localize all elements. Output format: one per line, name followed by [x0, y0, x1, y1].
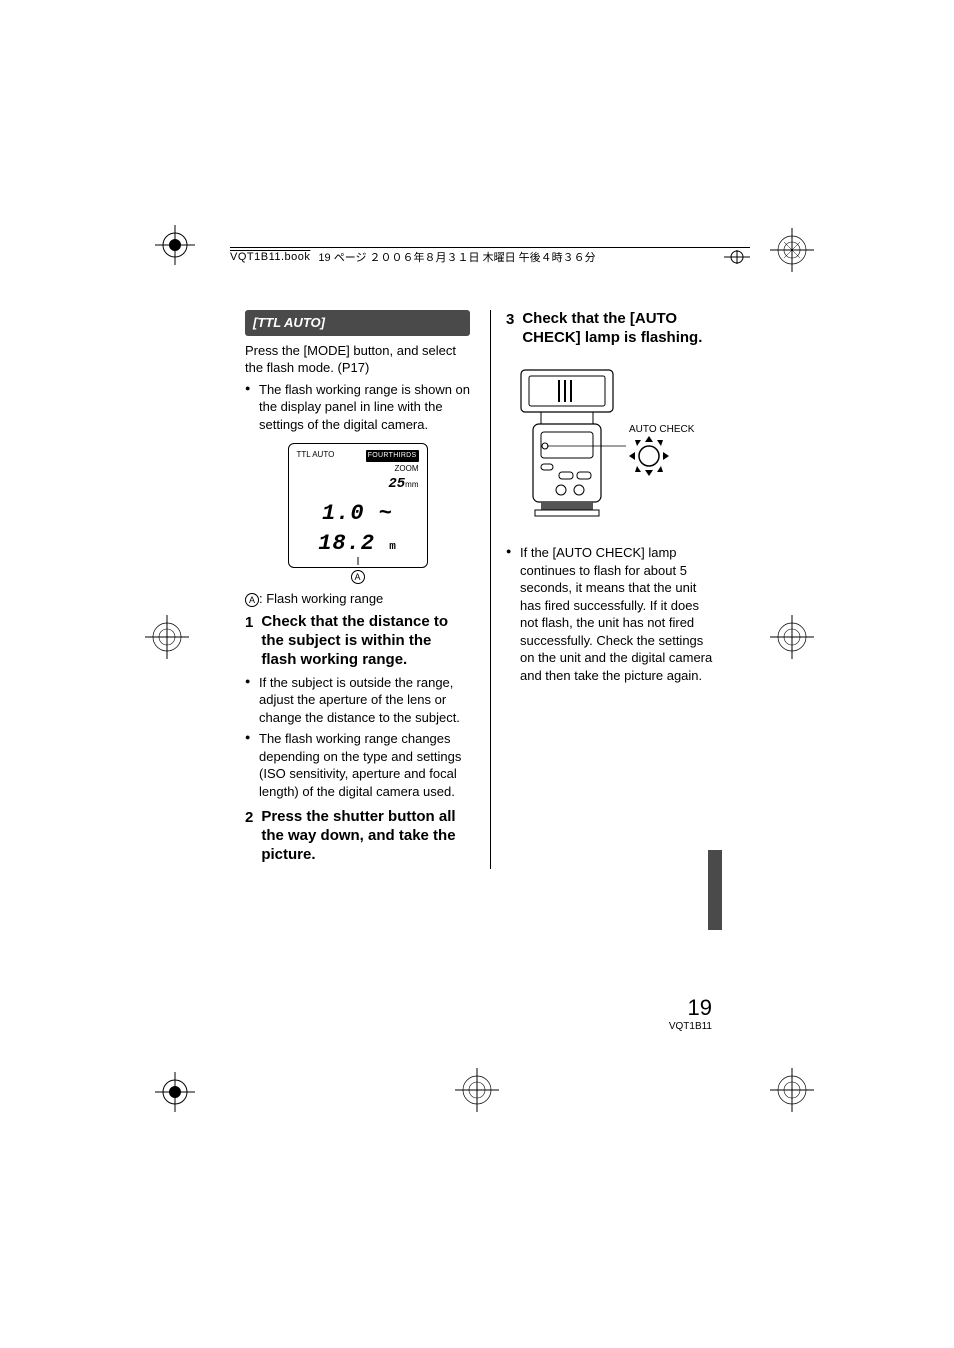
- reg-mark-br: [770, 1068, 814, 1117]
- step-3-bullet-0: If the [AUTO CHECK] lamp continues to fl…: [506, 544, 715, 684]
- legend-marker: A: [245, 593, 259, 607]
- legend-text: : Flash working range: [259, 591, 383, 606]
- flash-unit-figure: AUTO CHECK: [511, 362, 711, 527]
- step-2: 2 Press the shutter button all the way d…: [245, 808, 470, 864]
- reg-mark-bl: [155, 1072, 195, 1117]
- header-filename: VQT1B11.book: [230, 251, 310, 263]
- page-footer: 19 VQT1B11: [669, 995, 712, 1032]
- step-3-title: Check that the [AUTO CHECK] lamp is flas…: [522, 310, 715, 348]
- print-header: VQT1B11.book 19 ページ ２００６年８月３１日 木曜日 午後４時３…: [230, 247, 750, 263]
- reg-mark-mr: [770, 615, 814, 664]
- lcd-mode: TTL AUTO: [297, 450, 335, 461]
- lcd-panel-figure: TTL AUTO FOURTHIRDS ZOOM 25mm 1.0 ~ 18.2…: [288, 443, 428, 568]
- lcd-range-sep: ~: [379, 501, 393, 526]
- reg-mark-tr: [770, 228, 814, 277]
- lcd-zoom-label: ZOOM: [395, 464, 419, 473]
- step-3-num: 3: [506, 310, 514, 348]
- lcd-zoom-unit: mm: [405, 480, 418, 489]
- diagram-label-text: AUTO CHECK: [629, 424, 695, 435]
- step-1: 1 Check that the distance to the subject…: [245, 613, 470, 669]
- legend: A: Flash working range: [245, 590, 470, 608]
- step-3: 3 Check that the [AUTO CHECK] lamp is fl…: [506, 310, 715, 348]
- right-column: 3 Check that the [AUTO CHECK] lamp is fl…: [490, 310, 715, 869]
- step-1-title: Check that the distance to the subject i…: [261, 613, 470, 669]
- step-2-title: Press the shutter button all the way dow…: [261, 808, 470, 864]
- lcd-range-unit: m: [389, 541, 397, 553]
- lcd-marker: A: [351, 570, 365, 584]
- left-column: [TTL AUTO] Press the [MODE] button, and …: [245, 310, 470, 869]
- intro-text: Press the [MODE] button, and select the …: [245, 342, 470, 377]
- page-content: [TTL AUTO] Press the [MODE] button, and …: [245, 310, 715, 869]
- reg-mark-bc: [455, 1068, 499, 1117]
- lcd-badge: FOURTHIRDS: [366, 450, 419, 461]
- header-pageinfo: 19 ページ ２００６年８月３１日 木曜日 午後４時３６分: [318, 249, 595, 265]
- step-1-num: 1: [245, 613, 253, 669]
- page-number: 19: [669, 995, 712, 1021]
- lcd-range-min: 1.0: [322, 501, 365, 526]
- doc-code: VQT1B11: [669, 1021, 712, 1032]
- section-header: [TTL AUTO]: [245, 310, 470, 336]
- intro-bullet: The flash working range is shown on the …: [245, 381, 470, 434]
- lcd-zoom-value: 25: [388, 476, 405, 492]
- lcd-range-max: 18.2: [318, 531, 375, 556]
- step-1-bullet-0: If the subject is outside the range, adj…: [245, 674, 470, 727]
- reg-mark-ml: [145, 615, 189, 664]
- side-tab: [708, 850, 722, 930]
- step-2-num: 2: [245, 808, 253, 864]
- reg-mark-tl: [155, 225, 195, 270]
- step-1-bullet-1: The flash working range changes dependin…: [245, 730, 470, 800]
